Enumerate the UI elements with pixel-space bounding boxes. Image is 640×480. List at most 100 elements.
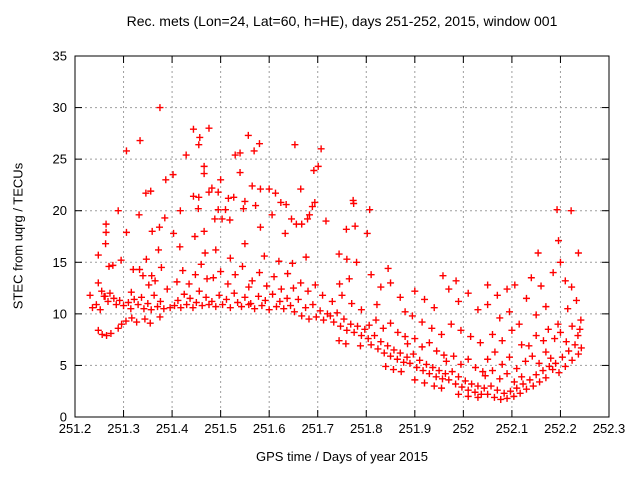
data-point — [94, 251, 102, 259]
data-point — [200, 162, 208, 170]
data-point — [547, 354, 555, 362]
data-point — [310, 166, 318, 174]
y-axis-title: STEC from uqrg / TECUs — [10, 162, 26, 310]
data-point — [328, 297, 336, 305]
data-point — [333, 309, 341, 317]
data-point — [116, 296, 124, 304]
data-point — [154, 303, 162, 311]
data-point — [438, 330, 446, 338]
data-point — [275, 257, 283, 265]
data-point — [157, 263, 165, 271]
data-point — [98, 287, 106, 295]
x-tick-label: 251.8 — [350, 421, 383, 436]
data-point — [401, 333, 409, 341]
data-point — [256, 185, 264, 193]
data-point — [505, 308, 513, 316]
data-point — [542, 374, 550, 382]
data-point — [429, 363, 437, 371]
data-point — [289, 284, 297, 292]
data-point — [136, 266, 144, 274]
data-point — [265, 306, 273, 314]
data-point — [248, 182, 256, 190]
data-point — [364, 335, 372, 343]
data-point — [145, 281, 153, 289]
data-point — [150, 291, 158, 299]
data-point — [180, 290, 188, 298]
data-point — [276, 297, 284, 305]
data-point — [553, 206, 561, 214]
data-point — [447, 320, 455, 328]
data-point — [212, 246, 220, 254]
data-point — [390, 346, 398, 354]
data-point — [458, 383, 466, 391]
data-point — [304, 215, 312, 223]
data-point — [98, 330, 106, 338]
data-point — [484, 355, 492, 363]
data-point — [484, 390, 492, 398]
x-tick-label: 252.2 — [544, 421, 577, 436]
data-point — [445, 376, 453, 384]
data-point — [191, 233, 199, 240]
data-point — [572, 296, 580, 304]
data-point — [357, 332, 365, 340]
data-point — [367, 271, 375, 279]
data-point — [481, 372, 489, 380]
data-point — [239, 205, 247, 213]
data-point — [236, 169, 244, 177]
data-point — [336, 280, 344, 288]
data-point — [418, 318, 426, 326]
data-point — [200, 227, 208, 235]
data-point — [185, 280, 193, 288]
y-tick-label: 20 — [53, 203, 67, 218]
x-tick-label: 251.7 — [301, 421, 334, 436]
data-point — [265, 185, 273, 193]
data-point — [406, 359, 414, 367]
data-point — [348, 300, 356, 308]
data-point — [464, 289, 472, 297]
data-point — [363, 229, 371, 237]
data-point — [425, 370, 433, 378]
data-point — [389, 366, 397, 374]
data-point — [353, 258, 361, 266]
data-point — [452, 380, 460, 388]
data-point — [532, 332, 540, 340]
data-point — [191, 271, 199, 279]
data-point — [365, 321, 373, 329]
data-point — [140, 305, 148, 313]
data-point — [384, 264, 392, 272]
data-point — [527, 274, 535, 282]
data-point — [480, 384, 488, 392]
data-point — [156, 313, 164, 321]
data-point — [277, 285, 285, 293]
data-point — [255, 140, 263, 148]
data-point — [134, 301, 142, 309]
y-tick-label: 10 — [53, 306, 67, 321]
y-tick-label: 30 — [53, 100, 67, 115]
data-point — [127, 305, 135, 313]
data-point — [496, 314, 504, 322]
data-point — [86, 291, 94, 299]
data-point — [539, 337, 547, 345]
data-point — [311, 281, 319, 289]
data-point — [430, 304, 438, 312]
data-point — [224, 194, 232, 202]
data-point — [271, 189, 279, 197]
data-point — [539, 367, 547, 375]
data-point — [554, 320, 562, 328]
data-point — [471, 388, 479, 396]
data-point — [255, 292, 263, 300]
data-point — [114, 207, 122, 215]
data-point — [192, 299, 200, 307]
data-point — [409, 350, 417, 358]
data-point — [247, 300, 255, 308]
y-tick-label: 25 — [53, 152, 67, 167]
data-point — [290, 308, 298, 316]
data-point — [393, 355, 401, 363]
data-point — [387, 352, 395, 360]
data-point — [250, 147, 258, 155]
data-point — [442, 357, 450, 365]
data-point — [269, 290, 277, 298]
data-point — [151, 277, 159, 285]
data-point — [122, 317, 130, 325]
